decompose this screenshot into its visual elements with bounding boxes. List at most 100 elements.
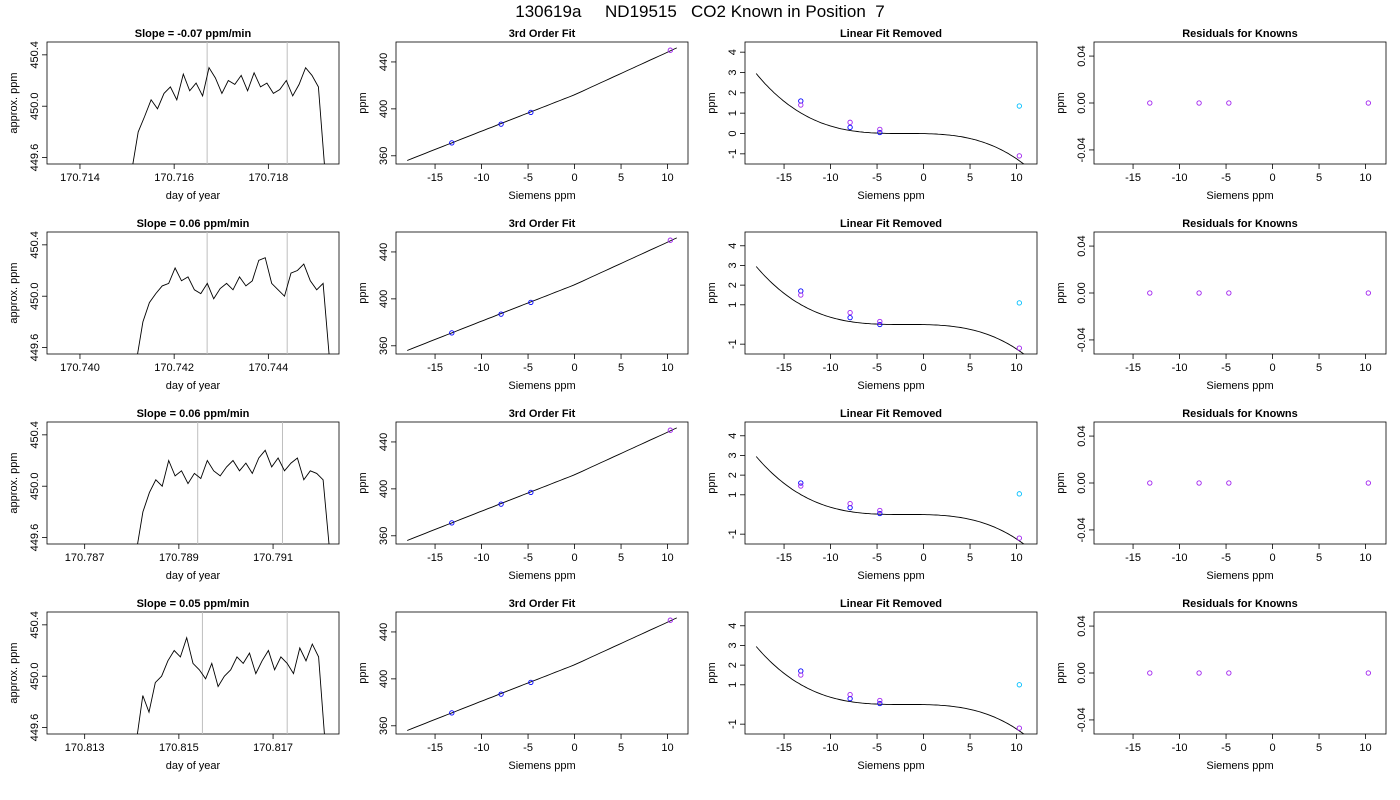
panel-r4c4: Residuals for Knowns -15 -10 -5 0 5 10 -0.04 0.0…: [1055, 598, 1387, 772]
x-tick-label: -5: [523, 742, 533, 754]
plot-frame: [46, 231, 340, 355]
data-point: [498, 311, 504, 317]
y-axis-label: ppm: [357, 662, 369, 683]
x-tick-label: 5: [618, 362, 624, 374]
y-axis-label: ppm: [1055, 92, 1067, 113]
plot-area: [755, 266, 1025, 354]
y-tick-label: 360: [378, 337, 390, 355]
y-tick-label: 400: [378, 480, 390, 498]
data-point: [847, 314, 853, 321]
chart-title: Residuals for Knowns: [1182, 408, 1298, 420]
plot-frame: [395, 421, 689, 545]
y-tick-label: 0: [727, 130, 739, 136]
data-point: [528, 109, 534, 116]
x-tick-label: 5: [967, 742, 973, 754]
y-tick-label: 440: [378, 243, 390, 261]
x-tick-label: -10: [474, 552, 490, 564]
fit-curve: [755, 73, 1025, 164]
data-point: [1365, 670, 1371, 676]
data-point: [667, 617, 673, 623]
x-tick-label: 10: [1010, 742, 1022, 754]
panel-r2c3: Linear Fit Removed -15 -10 -5 0 5 10 -1 1 2 3 4 Siem…: [706, 218, 1038, 392]
x-tick-label: 0: [571, 742, 577, 754]
x-axis-label: day of year: [166, 190, 221, 202]
x-tick-label: -10: [823, 742, 839, 754]
data-point: [1016, 491, 1022, 497]
y-tick-label: 360: [378, 717, 390, 735]
y-tick-label: 449.6: [29, 334, 41, 362]
y-tick-label: 1: [727, 302, 739, 308]
data-point: [1016, 153, 1022, 159]
y-axis-label: approx. ppm: [8, 642, 20, 703]
x-tick-label: 0: [1269, 742, 1275, 754]
y-tick-label: -0.04: [1076, 707, 1088, 732]
y-tick-label: 440: [378, 53, 390, 71]
chart-title: 3rd Order Fit: [509, 28, 576, 40]
data-point: [1147, 100, 1153, 106]
x-tick-label: -10: [474, 742, 490, 754]
y-tick-label: 0.04: [1076, 235, 1088, 256]
plot-frame: [1093, 231, 1387, 355]
plot-frame: [744, 611, 1038, 735]
data-point: [498, 691, 504, 697]
series-line: [132, 66, 325, 164]
fit-curve: [407, 617, 677, 731]
data-point: [798, 480, 804, 486]
panel-r4c3: Linear Fit Removed -15 -10 -5 0 5 10 -1 1 2 3 4 Siem…: [706, 598, 1038, 772]
chart-title: Linear Fit Removed: [840, 408, 942, 420]
x-tick-label: -5: [1221, 742, 1231, 754]
y-tick-label: 2: [727, 90, 739, 96]
x-tick-label: -5: [872, 552, 882, 564]
y-tick-label: 400: [378, 670, 390, 688]
y-tick-label: -1: [727, 149, 739, 159]
plot-frame: [46, 611, 340, 735]
x-tick-label: -5: [872, 172, 882, 184]
x-tick-label: 5: [967, 552, 973, 564]
x-tick-label: 170.813: [65, 742, 105, 754]
plot-frame: [744, 231, 1038, 355]
x-tick-label: 0: [920, 742, 926, 754]
y-tick-label: -1: [727, 529, 739, 539]
plot-frame: [46, 421, 340, 545]
panel-r1c2: 3rd Order Fit -15 -10 -5 0 5 10 360 400 440 Siemen…: [357, 28, 689, 202]
data-point: [498, 121, 504, 127]
y-tick-label: 0.00: [1076, 282, 1088, 303]
x-tick-label: 10: [1359, 362, 1371, 374]
y-tick-label: 0.04: [1076, 45, 1088, 66]
data-point: [1016, 300, 1022, 306]
x-tick-label: 10: [1359, 552, 1371, 564]
y-tick-label: 449.6: [29, 714, 41, 742]
x-tick-label: -15: [1125, 172, 1141, 184]
y-tick-label: 450.4: [29, 421, 41, 449]
fit-curve: [755, 646, 1025, 734]
y-axis-label: approx. ppm: [8, 72, 20, 133]
x-axis-label: Siemens ppm: [1206, 570, 1273, 582]
x-tick-label: -10: [1172, 552, 1188, 564]
x-tick-label: -10: [823, 552, 839, 564]
data-point: [498, 501, 504, 507]
x-tick-label: -15: [427, 552, 443, 564]
chart-title: Residuals for Knowns: [1182, 28, 1298, 40]
y-tick-label: 450.0: [29, 92, 41, 120]
x-axis-label: day of year: [166, 760, 221, 772]
data-point: [877, 700, 883, 707]
panel-r3c4: Residuals for Knowns -15 -10 -5 0 5 10 -0.04 0.0…: [1055, 408, 1387, 582]
y-tick-label: 0.04: [1076, 615, 1088, 636]
y-tick-label: 1: [727, 682, 739, 688]
x-tick-label: -15: [776, 362, 792, 374]
y-tick-label: 450.0: [29, 282, 41, 310]
y-tick-label: 4: [727, 49, 739, 55]
plot-area: [1147, 290, 1371, 296]
x-tick-label: 10: [1010, 552, 1022, 564]
data-point: [1365, 480, 1371, 486]
x-tick-label: 10: [1359, 742, 1371, 754]
data-point: [1196, 100, 1202, 106]
y-tick-label: 440: [378, 433, 390, 451]
panel-r3c3: Linear Fit Removed -15 -10 -5 0 5 10 -1 1 2 3 4 Siem…: [706, 408, 1038, 582]
panel-r1c3: Linear Fit Removed-15 -10 -5 0 5 10-101234Sie…: [706, 28, 1038, 202]
plot-area: [755, 646, 1025, 734]
data-point: [1226, 480, 1232, 486]
y-axis-label: ppm: [1055, 472, 1067, 493]
data-point: [528, 679, 534, 686]
y-tick-label: 400: [378, 290, 390, 308]
